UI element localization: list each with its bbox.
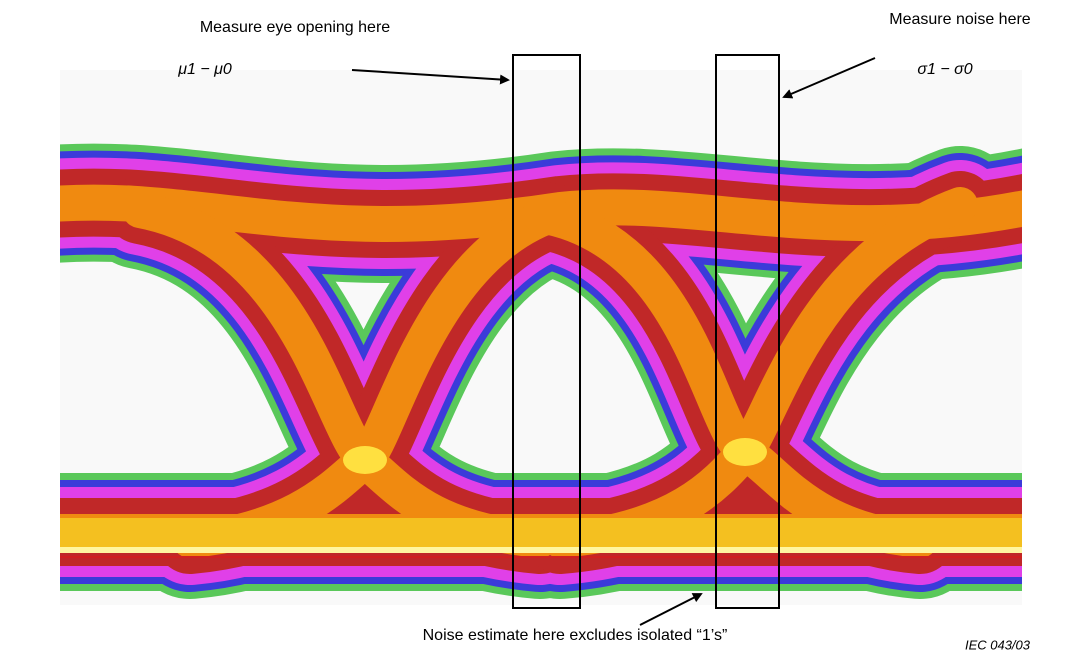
formula: μ1 − μ0	[177, 61, 232, 78]
formula: σ1 − σ0	[917, 61, 972, 78]
label: Measure noise here	[889, 11, 1031, 28]
label: Measure eye opening here	[200, 19, 390, 36]
figure: Measure eye opening here μ1 − μ0 Measure…	[0, 0, 1066, 657]
label: Noise estimate here excludes isolated “1…	[423, 627, 728, 644]
figure-id: IEC 043/03	[965, 637, 1031, 652]
